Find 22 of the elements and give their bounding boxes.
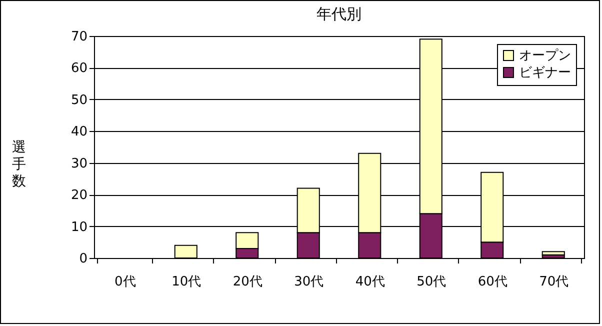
y-tick-label: 50 [70, 92, 88, 108]
x-tick-label: 50代 [416, 274, 446, 290]
x-tick-label: 30代 [294, 274, 324, 290]
bar [174, 244, 198, 258]
x-tick-label: 20代 [232, 274, 262, 290]
legend-label: オープン [519, 48, 571, 64]
x-tick-label: 10代 [172, 274, 202, 290]
y-tick-label: 60 [70, 61, 88, 76]
y-tick-label: 30 [70, 156, 88, 172]
chart-title: 年代別 [316, 5, 362, 23]
y-tick-label: 20 [70, 188, 88, 204]
x-tick-label: 0代 [114, 274, 136, 290]
y-tick-label: 70 [70, 30, 88, 44]
y-tick-label: 0 [79, 252, 88, 266]
x-tick-label: 60代 [478, 274, 508, 290]
legend-label: ビギナー [519, 66, 571, 80]
y-axis-title: 選手数 [12, 140, 26, 190]
bar [542, 251, 565, 256]
x-tick-label: 70代 [539, 274, 569, 290]
y-tick-label: 10 [70, 220, 88, 235]
x-tick-label: 40代 [355, 274, 385, 290]
y-tick-label: 40 [70, 124, 88, 140]
